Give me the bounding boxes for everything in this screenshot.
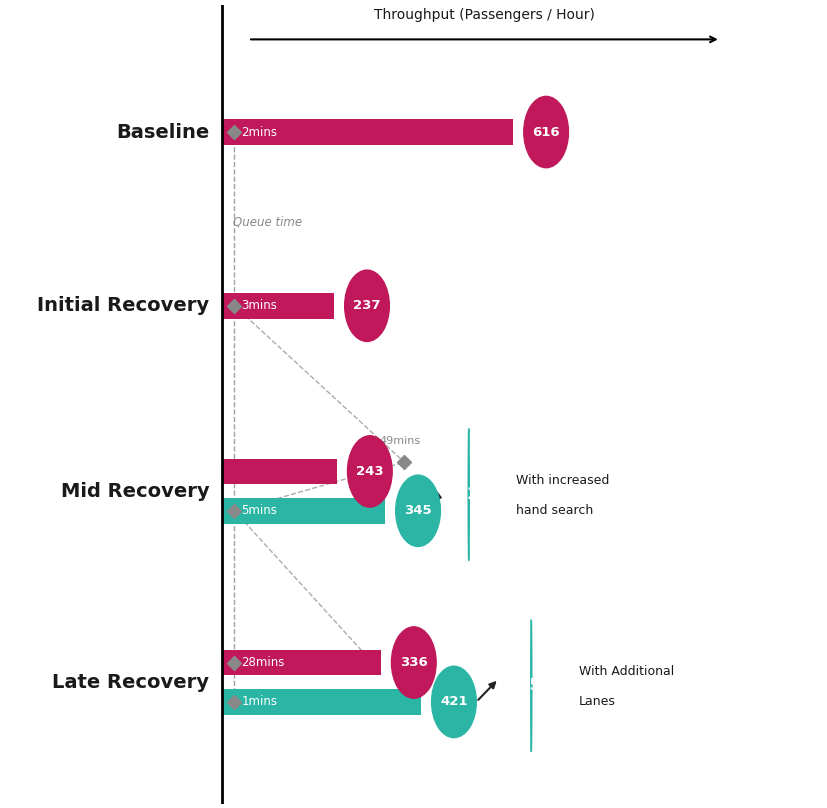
Text: 28mins: 28mins: [241, 656, 284, 669]
Text: Mid Recovery: Mid Recovery: [60, 482, 209, 501]
Bar: [222, 498, 385, 524]
Text: Throughput (Passengers / Hour): Throughput (Passengers / Hour): [374, 8, 594, 22]
Bar: [222, 120, 513, 145]
Bar: [222, 293, 334, 318]
Text: +42%: +42%: [443, 487, 493, 502]
Ellipse shape: [467, 428, 469, 561]
Text: 616: 616: [532, 125, 559, 138]
Ellipse shape: [344, 270, 389, 342]
Ellipse shape: [523, 96, 568, 168]
Text: 345: 345: [404, 504, 432, 517]
Text: 49mins: 49mins: [379, 436, 420, 446]
Text: Baseline: Baseline: [116, 123, 209, 141]
Text: 243: 243: [356, 465, 383, 478]
Bar: [222, 689, 421, 714]
Text: 336: 336: [399, 656, 428, 669]
Text: 2mins: 2mins: [241, 125, 277, 138]
Ellipse shape: [347, 436, 392, 507]
Text: 1mins: 1mins: [241, 696, 277, 709]
Text: With Additional: With Additional: [578, 665, 673, 678]
Ellipse shape: [395, 475, 440, 546]
Text: 421: 421: [440, 696, 467, 709]
Bar: [222, 459, 337, 484]
Text: Initial Recovery: Initial Recovery: [37, 297, 209, 315]
Text: Late Recovery: Late Recovery: [52, 673, 209, 692]
Text: 237: 237: [353, 299, 380, 312]
Ellipse shape: [391, 627, 436, 698]
Text: Queue time: Queue time: [232, 216, 301, 229]
Text: 5mins: 5mins: [241, 504, 277, 517]
Text: Lanes: Lanes: [578, 696, 614, 709]
Ellipse shape: [530, 620, 531, 751]
Text: With increased: With increased: [515, 474, 609, 487]
Text: hand search: hand search: [515, 504, 592, 517]
Text: 3mins: 3mins: [241, 299, 277, 312]
Text: +25%: +25%: [506, 678, 555, 693]
Ellipse shape: [431, 667, 476, 738]
Bar: [222, 650, 380, 675]
